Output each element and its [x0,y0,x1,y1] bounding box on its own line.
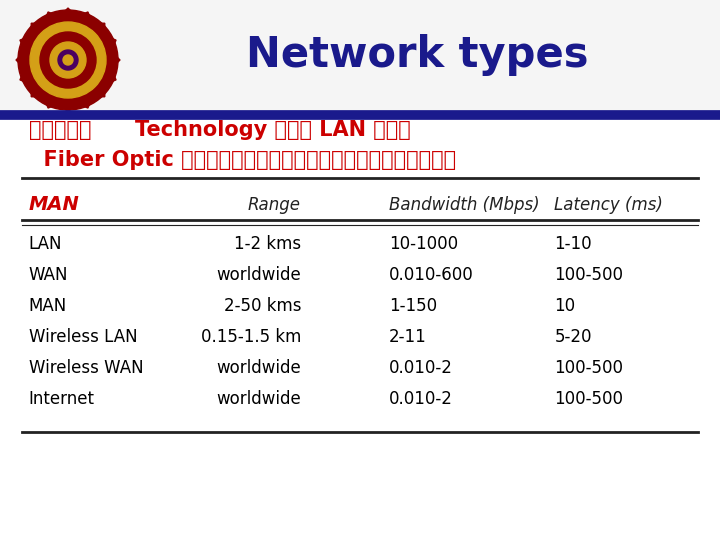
Text: Wireless LAN: Wireless LAN [29,328,138,346]
Text: 100-500: 100-500 [554,266,624,284]
Circle shape [63,55,73,65]
Polygon shape [16,8,120,112]
Text: Network types: Network types [246,34,589,76]
Text: worldwide: worldwide [216,266,301,284]
Text: Range: Range [248,196,301,214]
Circle shape [40,32,96,88]
Text: 0.010-2: 0.010-2 [389,359,453,377]
Text: Latency (ms): Latency (ms) [554,196,663,214]
Bar [0,0,720,115]
Circle shape [18,10,118,110]
Text: 2-11: 2-11 [389,328,426,346]
Text: 5-20: 5-20 [554,328,592,346]
Text: 2-50 kms: 2-50 kms [223,297,301,315]
Text: 100-500: 100-500 [554,390,624,408]
Text: 0.15-1.5 km: 0.15-1.5 km [201,328,301,346]
Text: 1-10: 1-10 [554,235,592,253]
Circle shape [50,42,86,78]
Text: ปจจบน      Technology ของ LAN ผาน: ปจจบน Technology ของ LAN ผาน [29,120,410,140]
Text: 10-1000: 10-1000 [389,235,458,253]
Text: LAN: LAN [29,235,63,253]
Text: Wireless WAN: Wireless WAN [29,359,143,377]
Text: MAN: MAN [29,297,67,315]
Text: 0.010-600: 0.010-600 [389,266,474,284]
Text: worldwide: worldwide [216,359,301,377]
Circle shape [58,50,78,70]
Text: Internet: Internet [29,390,95,408]
Text: Fiber Optic สามารถส่งได้ไกลในระดับ: Fiber Optic สามารถส่งได้ไกลในระดับ [29,150,456,170]
Text: WAN: WAN [29,266,68,284]
Text: Bandwidth (Mbps): Bandwidth (Mbps) [389,196,539,214]
Text: 10: 10 [554,297,575,315]
Text: 1-2 kms: 1-2 kms [234,235,301,253]
Text: 0.010-2: 0.010-2 [389,390,453,408]
Text: MAN: MAN [29,195,80,214]
Text: 100-500: 100-500 [554,359,624,377]
Circle shape [30,22,106,98]
Text: 1-150: 1-150 [389,297,437,315]
Text: worldwide: worldwide [216,390,301,408]
